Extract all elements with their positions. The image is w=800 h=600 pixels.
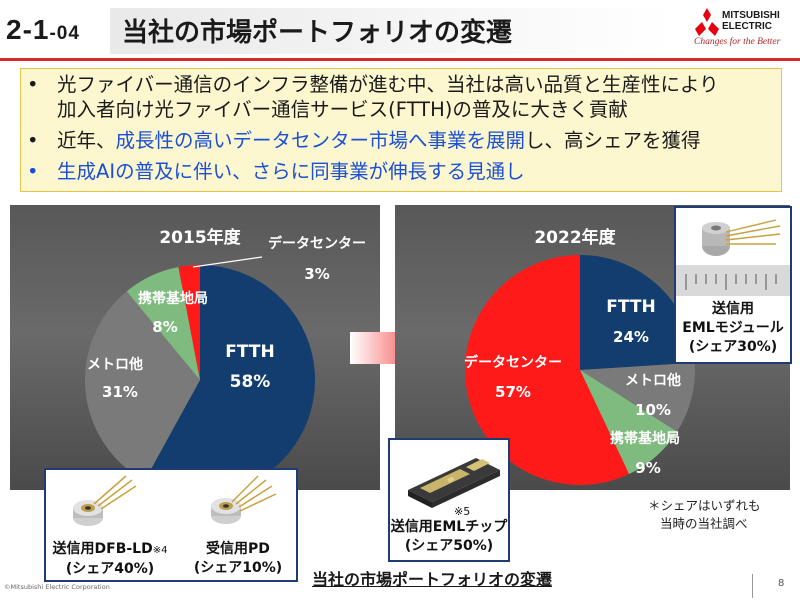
eml-chip-caption: 送信用EMLチップ (シェア50%) xyxy=(390,519,508,554)
value-ftth-2022: 24% xyxy=(613,328,649,346)
pie-slice-pie2015-3 xyxy=(178,265,200,380)
value-mobile-2015: 8% xyxy=(152,318,177,336)
laser-pd-box: 送信用DFB-LD※4 (シェア40%) 受信用PD (シェア10%) xyxy=(44,468,298,582)
leader-line xyxy=(192,256,263,268)
eml-module-caption: 送信用 EMLモジュール (シェア30%) xyxy=(682,301,784,355)
pd-caption: 受信用PD (シェア10%) xyxy=(193,541,283,576)
share-footnote: ＊シェアはいずれも 当時の当社調べ xyxy=(648,498,761,531)
pie-slice-pie2022-3 xyxy=(465,254,629,485)
three-diamonds-icon xyxy=(695,8,719,36)
value-ftth-2015: 58% xyxy=(230,372,271,392)
label-datacenter-2022: データセンター xyxy=(464,354,562,371)
page-title: 当社の市場ポートフォリオの変遷 xyxy=(122,18,513,48)
eml-chip-box: ※5 送信用EMLチップ (シェア50%) xyxy=(388,438,510,562)
chart-title-2015: 2015年度 xyxy=(159,227,241,248)
pie-slice-pie2022-2 xyxy=(580,370,678,475)
section-sub: -04 xyxy=(49,23,80,44)
chart-title-2022: 2022年度 xyxy=(534,227,616,248)
laser-pd-image xyxy=(73,475,277,526)
pie-2022-slices xyxy=(465,254,695,485)
pie-chart-2022: 2022年度 FTTH 24% メトロ他 10% 携帯基地局 9% データセンタ… xyxy=(464,227,695,485)
pd-image xyxy=(211,475,277,524)
pie-slice-pie2015-0 xyxy=(144,265,315,490)
pie-slice-pie2015-1 xyxy=(85,291,200,481)
logo-name: MITSUBISHI ELECTRIC xyxy=(722,10,780,32)
eml-chip-image xyxy=(390,440,508,514)
value-datacenter-2015: 3% xyxy=(304,265,329,283)
label-ftth-2022: FTTH xyxy=(606,297,655,317)
pie-chart-2015: 2015年度 データセンター 3% 携帯基地局 8% メトロ他 31% FTTH… xyxy=(85,227,366,490)
pie-slice-pie2022-1 xyxy=(580,362,695,432)
slide-header: 2-1-04 当社の市場ポートフォリオの変遷 MITSUBISHI ELECTRI… xyxy=(0,0,800,62)
value-metro-2022: 10% xyxy=(635,401,671,419)
value-mobile-2022: 9% xyxy=(635,459,660,477)
pie-slice-pie2022-0 xyxy=(580,255,695,370)
section-main: 2-1 xyxy=(6,14,50,45)
eml-module-image xyxy=(676,219,790,296)
dfb-ld-image xyxy=(73,475,137,526)
section-number: 2-1-04 xyxy=(6,14,80,46)
label-ftth-2015: FTTH xyxy=(225,342,274,362)
label-metro-2022: メトロ他 xyxy=(625,372,681,389)
label-datacenter-2015: データセンター xyxy=(268,235,366,252)
label-mobile-2022: 携帯基地局 xyxy=(610,430,680,447)
label-mobile-2015: 携帯基地局 xyxy=(138,290,208,307)
eml-module-box: 送信用 EMLモジュール (シェア30%) xyxy=(674,206,792,364)
logo-tagline: Changes for the Better xyxy=(694,37,781,47)
footer-divider xyxy=(752,574,753,598)
page-number: 8 xyxy=(778,578,785,589)
value-datacenter-2022: 57% xyxy=(495,383,531,401)
mitsubishi-logo xyxy=(692,6,792,54)
chart-caption: 当社の市場ポートフォリオの変遷 xyxy=(312,570,553,589)
value-metro-2015: 31% xyxy=(102,383,138,401)
pie-slice-pie2015-2 xyxy=(126,267,200,380)
header-rule xyxy=(0,58,800,61)
eml-chip-note: ※5 xyxy=(454,505,471,518)
dfb-ld-caption: 送信用DFB-LD※4 (シェア40%) xyxy=(52,541,168,577)
pie-2015-slices xyxy=(85,265,315,490)
copyright: ©Mitsubishi Electric Corporation xyxy=(4,583,110,591)
label-metro-2015: メトロ他 xyxy=(87,356,143,373)
title-background xyxy=(110,8,670,54)
summary-box: • 光ファイバー通信のインフラ整備が進む中、当社は高い品質と生産性により 加入者向… xyxy=(20,68,782,192)
